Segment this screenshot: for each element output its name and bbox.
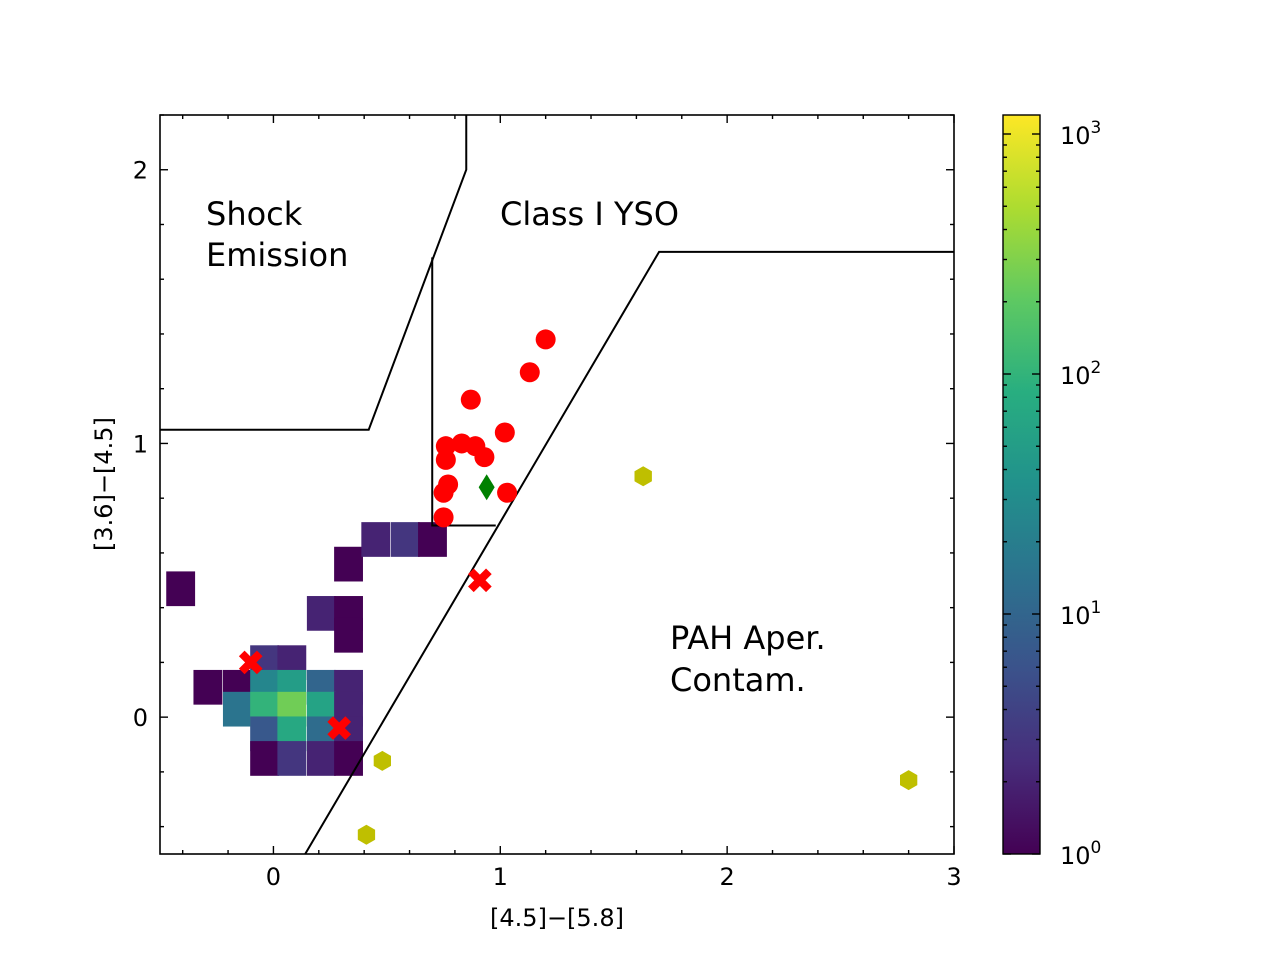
colorbar-tick-label: 101 <box>1060 598 1101 630</box>
class-i-yso-point <box>435 436 456 457</box>
colorbar-gradient <box>1002 114 1041 855</box>
shock-boundary <box>160 115 468 431</box>
hexagon-sources-point <box>900 770 918 791</box>
histogram-bin <box>334 617 363 653</box>
class1-left-boundary <box>431 257 496 527</box>
y-tick-label: 0 <box>133 704 148 732</box>
histogram-bin <box>418 522 447 557</box>
diamond-source-point <box>478 474 495 501</box>
class-i-yso-point <box>497 482 518 503</box>
plot-frame <box>159 114 955 855</box>
source-markers <box>238 329 918 845</box>
pah-boundary <box>304 250 954 854</box>
class-i-yso-point <box>433 507 454 528</box>
x-sources-point <box>238 650 263 675</box>
histogram-bin <box>222 691 252 727</box>
histogram-bin <box>166 571 196 607</box>
hexagon-sources-point <box>357 824 376 845</box>
x-tick-label: 0 <box>266 863 281 891</box>
histogram-bin <box>361 522 391 557</box>
histogram-bin <box>306 596 336 631</box>
hexagon-sources-point <box>634 466 652 487</box>
axis-ticks: 0 1 2 3 0 1 2 <box>133 114 962 891</box>
histogram-bin <box>193 669 223 705</box>
region-label-class1: Class I YSO <box>500 195 679 233</box>
plot-area: Shock Emission Class I YSO PAH Aper. Con… <box>133 114 962 891</box>
y-tick-label: 1 <box>133 430 148 458</box>
region-label-shock-line2: Emission <box>206 236 348 274</box>
x-sources-point <box>468 568 492 593</box>
colorbar-tick-label: 102 <box>1060 358 1101 390</box>
region-label-pah-line1: PAH Aper. <box>670 619 826 657</box>
class-i-yso-point <box>474 447 495 468</box>
histogram-bin <box>334 741 363 776</box>
class-i-yso-point <box>535 329 556 350</box>
x-sources-point <box>327 716 352 740</box>
x-tick-label: 3 <box>946 863 961 891</box>
class-i-yso-point <box>433 482 454 503</box>
x-tick-label: 2 <box>720 863 735 891</box>
x-tick-label: 1 <box>493 863 508 891</box>
histogram-bin <box>334 546 363 582</box>
histogram-bin <box>250 741 280 776</box>
y-tick-label: 2 <box>133 157 148 185</box>
x-axis-label: [4.5]−[5.8] <box>490 904 624 932</box>
histogram-bin <box>277 741 307 776</box>
region-boundaries <box>160 115 954 854</box>
region-label-shock-line1: Shock <box>206 195 303 233</box>
colorbar-ticks: 100 101 102 103 <box>1003 118 1101 870</box>
colorbar-tick-label: 100 <box>1060 838 1101 870</box>
class-i-yso-point <box>435 449 456 470</box>
class-i-yso-point <box>460 389 481 410</box>
histogram-bin <box>306 741 336 776</box>
density-histogram <box>166 522 447 776</box>
hexagon-sources-point <box>373 750 391 771</box>
colorbar: 100 101 102 103 <box>1002 114 1101 870</box>
class-i-yso-point <box>494 422 515 443</box>
class-i-yso-point <box>519 362 540 383</box>
colorbar-tick-label: 103 <box>1060 118 1101 150</box>
histogram-bin <box>390 522 420 557</box>
region-label-pah-line2: Contam. <box>670 661 806 699</box>
y-axis-label: [3.6]−[4.5] <box>90 417 118 551</box>
